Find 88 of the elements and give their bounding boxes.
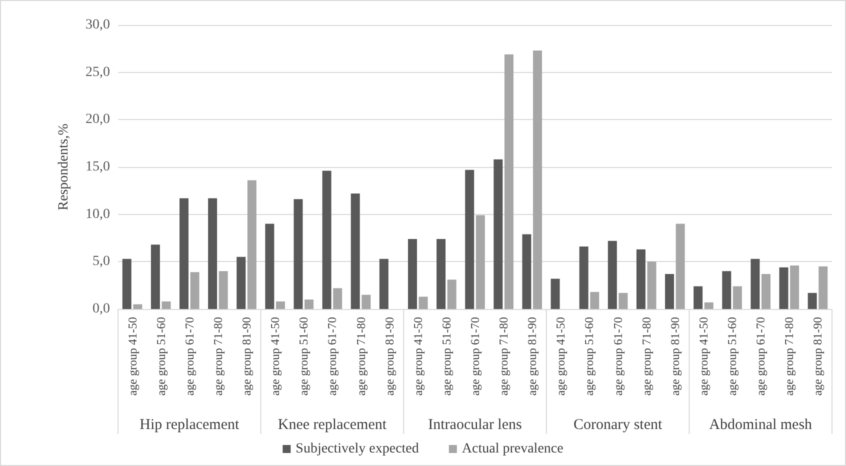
bar [265,224,274,309]
x-tick-label: age group 61-70 [754,317,768,396]
y-tick-label: 25,0 [86,64,110,80]
bar [218,271,228,309]
x-tick-label: age group 71-80 [639,317,654,396]
x-tick-label: age group 41-50 [268,317,282,396]
x-tick-label: age group 51-60 [582,317,596,396]
text: Abdominal mesh [709,417,813,433]
x-tick-label: age group 41-50 [696,317,710,396]
bar [122,258,132,309]
bar [418,296,428,309]
y-tick-label: 5,0 [92,254,110,270]
bar [647,262,656,309]
x-tick-label: age group 81-90 [240,317,254,396]
y-tick-label: 10,0 [86,206,110,222]
y-tick-label: 20,0 [86,112,110,128]
bar [322,170,332,309]
bar [618,292,628,309]
bar [190,272,200,309]
bar [676,224,685,309]
bar [436,238,446,309]
bar [579,246,588,309]
bar [180,198,188,309]
bar [276,301,285,309]
bar [522,234,532,309]
bar [808,292,817,309]
x-tick-label: age group 51-60 [725,317,740,396]
bar [362,294,371,309]
bar [636,249,646,309]
x-tick-label: age group 61-70 [468,317,482,396]
x-tick-label: age group 41-50 [125,317,140,396]
x-tick-label: age group 71-80 [210,317,225,396]
x-tick-label: age group 61-70 [325,317,340,396]
bar [694,286,703,309]
x-tick-label: age group 71-80 [354,317,368,396]
y-tick-label: 15,0 [86,160,110,174]
bar [247,180,256,309]
bar [750,258,760,309]
bar [350,194,360,309]
bar [722,271,732,309]
x-tick-label: age group 71-80 [782,317,796,396]
x-tick-label: age group 41-50 [554,317,568,396]
bar [333,288,342,309]
bar [533,50,542,309]
bar [133,304,142,309]
bar [762,274,770,309]
legend-label: Actual prevalence [462,442,564,456]
bar [236,256,246,309]
bar [304,300,314,309]
y-tick-label: 30,0 [86,18,110,32]
x-tick-label: age group 51-60 [154,317,168,396]
bar [504,54,514,309]
x-tick-label: age group 51-60 [296,317,311,396]
bar [790,265,800,309]
bar [818,266,828,309]
legend-label: Subjectively expected [296,442,419,456]
bar [162,301,171,309]
x-tick-label: age group 41-50 [410,317,425,396]
bar [704,302,714,309]
x-tick-label: age group 61-70 [610,317,625,396]
y-axis-title: Respondents,% [56,123,72,210]
bar [550,278,560,309]
text: Hip replacement [140,417,240,433]
bar [732,286,742,309]
x-tick-label: age group 71-80 [496,317,511,396]
x-tick-label: age group 81-90 [525,317,540,396]
bar [294,199,303,309]
bar [408,238,417,309]
bar [379,258,388,309]
y-tick-label: 0,0 [92,302,110,316]
x-tick-label: age group 51-60 [439,317,454,396]
bar [447,280,456,309]
bar [779,267,788,309]
bar [208,198,218,309]
text: Coronary stent [573,417,663,433]
bar [494,159,503,309]
x-tick-label: age group 81-90 [668,317,682,396]
x-tick-label: age group 81-90 [810,317,825,396]
bar [150,244,160,309]
x-tick-label: age group 61-70 [182,317,196,396]
bar [476,215,485,309]
x-tick-label: age group 81-90 [382,317,396,396]
bar [590,292,600,309]
bar [465,170,474,309]
bar [608,240,617,309]
bar [665,274,674,309]
text: Knee replacement [278,417,388,433]
text: Intraocular lens [428,417,522,433]
